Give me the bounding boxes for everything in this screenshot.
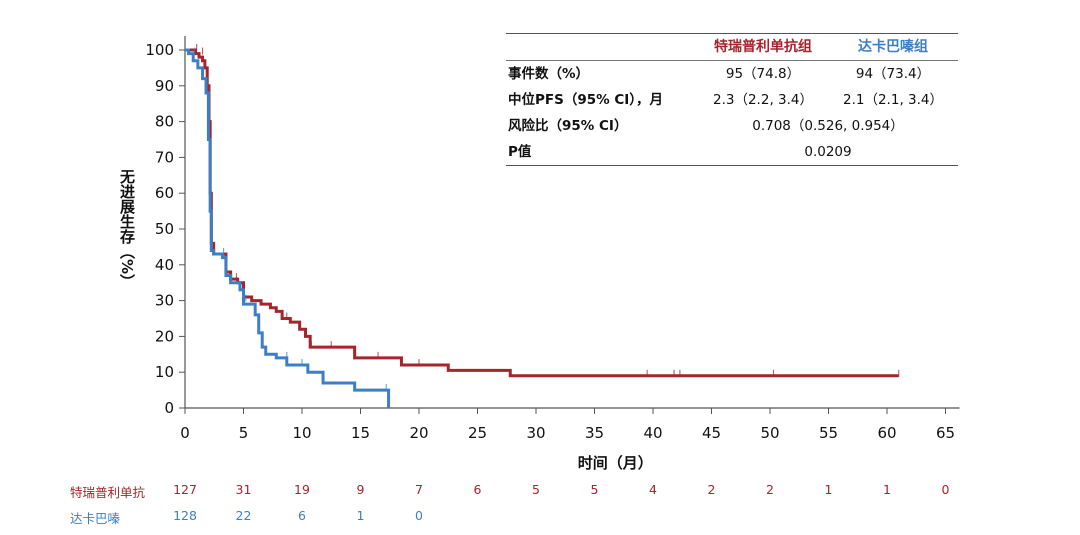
x-tick-label-25: 25 [468, 424, 487, 442]
at-risk-count: 2 [707, 482, 716, 497]
stats-value-events-arm1: 95（74.8） [725, 66, 801, 82]
at-risk-count: 127 [173, 482, 197, 497]
at-risk-count: 5 [590, 482, 599, 497]
stats-row-p-value: P值 0.0209 [506, 139, 958, 166]
stats-table: 特瑞普利单抗组 达卡巴嗪组 事件数（%） 95（74.8） 94（73.4） 中… [506, 33, 958, 166]
stats-row-events: 事件数（%） 95（74.8） 94（73.4） [506, 61, 958, 88]
at-risk-count: 1 [883, 482, 891, 497]
at-risk-row-label: 达卡巴嗪 [70, 511, 121, 526]
at-risk-count: 0 [415, 508, 423, 523]
stats-value-median-arm1: 2.3（2.2, 3.4） [713, 92, 813, 108]
at-risk-count: 7 [415, 482, 423, 497]
x-tick-label-0: 0 [180, 424, 190, 442]
at-risk-count: 22 [235, 508, 252, 523]
y-axis-title: 无进展生存（%） [118, 169, 136, 289]
at-risk-count: 128 [173, 508, 197, 523]
y-tick-label-30: 30 [155, 292, 174, 310]
x-tick-label-15: 15 [351, 424, 370, 442]
y-tick-label-80: 80 [155, 113, 174, 131]
y-tick-label-70: 70 [155, 148, 174, 166]
stats-row-median-pfs: 中位PFS（95% CI），月 2.3（2.2, 3.4） 2.1（2.1, 3… [506, 87, 958, 113]
y-tick-label-0: 0 [164, 399, 174, 417]
at-risk-count: 1 [824, 482, 833, 497]
stats-header-arm2: 达卡巴嗪组 [858, 39, 928, 55]
at-risk-count: 5 [532, 482, 540, 497]
at-risk-row-label: 特瑞普利单抗 [70, 485, 146, 500]
x-tick-label-35: 35 [585, 424, 604, 442]
x-tick-label-40: 40 [643, 424, 662, 442]
at-risk-count: 4 [649, 482, 657, 497]
at-risk-count: 0 [941, 482, 950, 497]
y-tick-label-90: 90 [155, 77, 174, 95]
stats-label-hazard-ratio: 风险比（95% CI） [508, 118, 628, 134]
stats-value-hazard-ratio: 0.708（0.526, 0.954） [752, 118, 904, 134]
at-risk-count: 6 [298, 508, 306, 523]
curves [185, 44, 900, 408]
stats-label-events: 事件数（%） [508, 66, 590, 82]
at-risk-count: 1 [356, 508, 365, 523]
stats-row-hazard-ratio: 风险比（95% CI） 0.708（0.526, 0.954） [506, 113, 958, 139]
y-tick-label-50: 50 [155, 220, 174, 238]
y-tick-label-20: 20 [155, 327, 174, 345]
x-tick-label-60: 60 [877, 424, 896, 442]
at-risk-count: 6 [473, 482, 482, 497]
x-tick-label-5: 5 [239, 424, 249, 442]
stats-value-p-value: 0.0209 [804, 144, 852, 160]
at-risk-count: 19 [294, 482, 310, 497]
x-tick-label-65: 65 [936, 424, 955, 442]
x-tick-label-20: 20 [409, 424, 428, 442]
axes [184, 36, 960, 409]
stats-header-row: 特瑞普利单抗组 达卡巴嗪组 [506, 33, 958, 61]
stats-header-empty [506, 34, 698, 61]
y-tick-label-60: 60 [155, 184, 174, 202]
y-tick-label-100: 100 [145, 41, 174, 59]
stats-value-median-arm2: 2.1（2.1, 3.4） [843, 92, 943, 108]
x-tick-label-10: 10 [292, 424, 311, 442]
x-tick-label-45: 45 [702, 424, 721, 442]
km-curve-2 [185, 48, 391, 408]
stats-label-median-pfs: 中位PFS（95% CI），月 [508, 92, 664, 108]
ticks: 0 10 20 30 40 50 60 70 80 90 100 0 5 10 15 20 25 30 35 40 45… [145, 41, 955, 442]
at-risk-count: 9 [356, 482, 365, 497]
at-risk-count: 31 [235, 482, 252, 497]
at-risk-count: 2 [766, 482, 774, 497]
y-tick-label-40: 40 [155, 256, 174, 274]
x-tick-label-30: 30 [526, 424, 545, 442]
stats-label-p-value: P值 [508, 144, 532, 160]
y-tick-label-10: 10 [155, 363, 174, 381]
x-tick-label-55: 55 [819, 424, 838, 442]
x-tick-label-50: 50 [760, 424, 779, 442]
x-axis-title: 时间（月） [578, 454, 653, 472]
stats-value-events-arm2: 94（73.4） [855, 66, 931, 82]
stats-header-arm1: 特瑞普利单抗组 [714, 39, 812, 55]
